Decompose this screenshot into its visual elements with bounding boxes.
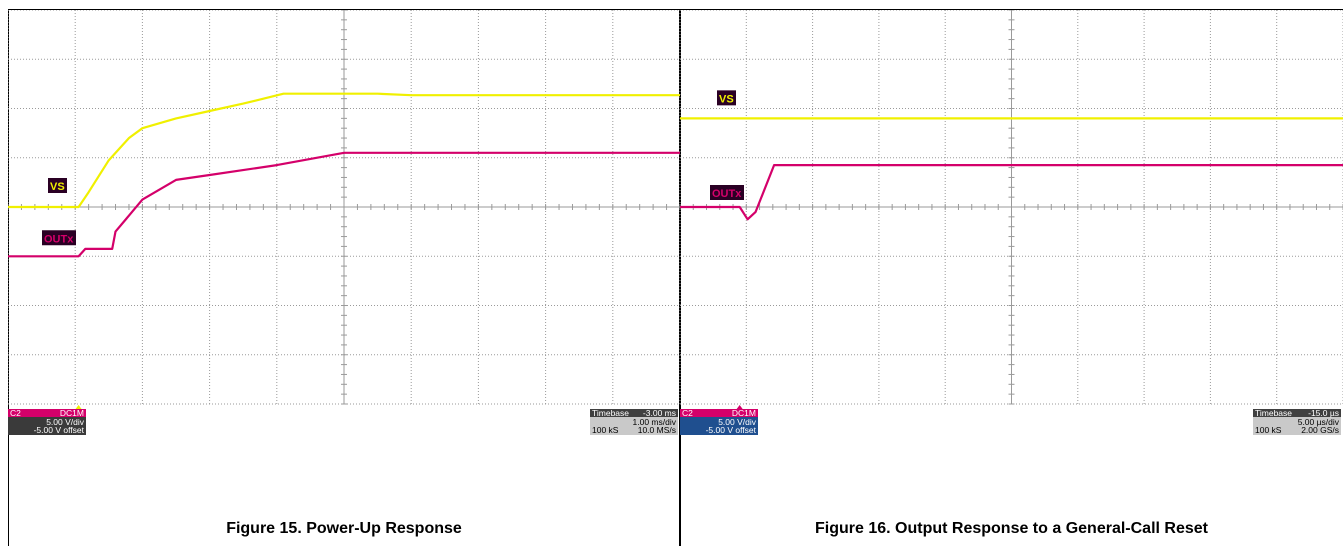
trace-label-text: OUTx: [44, 233, 74, 245]
channel-offset: -5.00 V offset: [706, 425, 757, 435]
channel-scale: 5.00 V/div: [46, 417, 85, 427]
figure-16-panel: VS OUTx C2 DC1M 5.00 V/div -5.00 V offset Time…: [680, 0, 1343, 546]
timebase-info-box: Timebase -3.00 ms1.00 ms/div 100 kS 10.0 MS…: [590, 408, 678, 435]
channel-box-header: [680, 409, 758, 417]
vs-trace: [8, 92, 680, 209]
vs-label: VS: [717, 90, 736, 106]
trace-label-bg: [42, 230, 76, 246]
channel-id: C2: [682, 408, 693, 418]
timebase-rate: 2.00 GS/s: [1301, 425, 1339, 435]
trace-label-bg: [48, 178, 67, 193]
trace-label-bg: [710, 185, 744, 200]
timebase-scale: 5.00 µs/div: [1298, 417, 1340, 427]
figure-caption: Figure 16. Output Response to a General-…: [815, 520, 1208, 537]
vs-label: VS: [48, 178, 67, 193]
channel-coupling: DC1M: [732, 408, 756, 418]
figure-caption: Figure 15. Power-Up Response: [226, 520, 462, 537]
timebase-box-header: [590, 409, 678, 417]
timebase-box-header: [1253, 409, 1341, 417]
outx-trace: [680, 164, 1343, 221]
timebase-delay: -3.00 ms: [643, 408, 676, 418]
timebase-rate: 10.0 MS/s: [638, 425, 676, 435]
trace-label-text: VS: [719, 93, 734, 105]
trace-label-bg: [717, 90, 736, 106]
timebase-label: Timebase: [592, 408, 629, 418]
trigger-marker: [75, 405, 82, 409]
trigger-marker: [736, 405, 743, 409]
trace-label-text: VS: [50, 181, 65, 193]
timebase-scale: 1.00 ms/div: [633, 417, 677, 427]
channel-offset: -5.00 V offset: [34, 425, 85, 435]
channel-coupling: DC1M: [60, 408, 84, 418]
timebase-delay: -15.0 µs: [1308, 408, 1339, 418]
figure-15-panel: VS OUTx C2 DC1M 5.00 V/div -5.00 V offset Time…: [8, 0, 680, 546]
channel-scale: 5.00 V/div: [718, 417, 757, 427]
channel-box-header: [8, 409, 86, 417]
outx-label: OUTx: [710, 185, 744, 200]
outx-trace: [8, 151, 680, 258]
timebase-samples: 100 kS: [1255, 425, 1282, 435]
trace-label-text: OUTx: [712, 188, 742, 200]
channel-id: C2: [10, 408, 21, 418]
timebase-info-box: Timebase -15.0 µs5.00 µs/div 100 kS 2.00 GS…: [1253, 408, 1341, 435]
timebase-samples: 100 kS: [592, 425, 619, 435]
timebase-label: Timebase: [1255, 408, 1292, 418]
outx-label: OUTx: [42, 230, 76, 246]
